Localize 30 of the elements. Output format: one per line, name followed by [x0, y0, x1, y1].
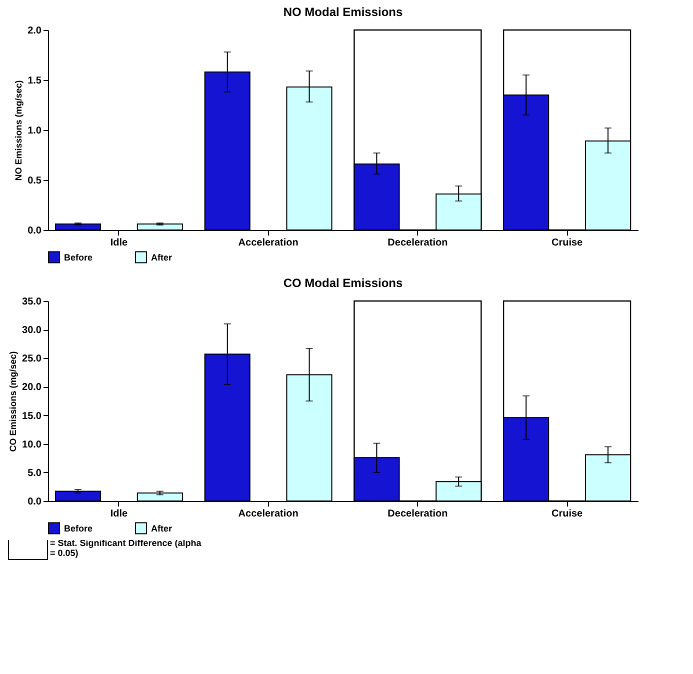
x-tick-label: Idle: [110, 508, 128, 520]
y-tick-label: 30.0: [22, 325, 42, 336]
legend-label: After: [151, 523, 172, 534]
y-tick-label: 2.0: [28, 26, 42, 36]
y-tick-label: 20.0: [22, 382, 42, 394]
y-tick-label: 5.0: [28, 468, 42, 479]
x-tick-label: Deceleration: [388, 238, 448, 248]
legend-label: Before: [64, 523, 93, 534]
y-tick-label: 15.0: [22, 410, 42, 422]
x-tick-label: Cruise: [551, 238, 584, 248]
y-tick-label: 25.0: [22, 354, 42, 365]
y-axis-title: CO Emissions (mg/sec): [8, 351, 18, 452]
chart-title: NO Modal Emissions: [283, 5, 403, 19]
y-tick-label: 0.5: [28, 176, 42, 186]
chart-title: CO Modal Emissions: [283, 276, 403, 290]
legend-label: After: [151, 252, 172, 262]
y-tick-label: 1.5: [28, 76, 42, 86]
x-tick-label: Cruise: [551, 508, 584, 520]
x-tick-label: Idle: [110, 238, 128, 248]
x-tick-label: Deceleration: [388, 508, 448, 520]
x-tick-label: Acceleration: [238, 508, 298, 520]
text: = Stat. Significant Difference (alpha = 0.05): [50, 538, 202, 558]
y-tick-label: 10.0: [22, 439, 42, 450]
y-axis-title: NO Emissions (mg/sec): [14, 80, 24, 181]
legend-label: Before: [64, 252, 93, 262]
y-tick-label: 0.0: [28, 226, 42, 236]
y-tick-label: 0.0: [28, 496, 42, 508]
y-tick-label: 1.0: [28, 126, 42, 136]
x-tick-label: Acceleration: [238, 238, 298, 248]
y-tick-label: 35.0: [22, 296, 42, 308]
